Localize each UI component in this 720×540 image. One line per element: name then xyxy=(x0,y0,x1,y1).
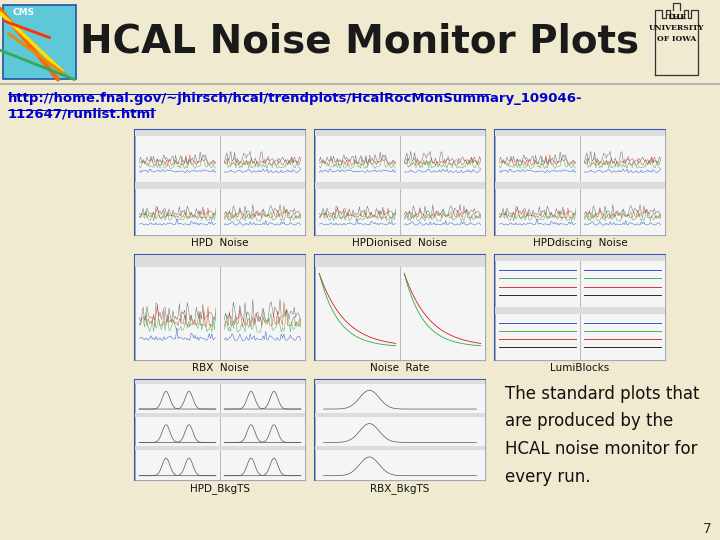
Bar xyxy=(315,255,400,267)
Bar xyxy=(315,447,485,480)
Text: The standard plots that
are produced by the
HCAL noise monitor for
every run.: The standard plots that are produced by … xyxy=(505,384,700,486)
Bar xyxy=(135,130,305,235)
Bar xyxy=(220,447,305,450)
Bar xyxy=(315,413,485,447)
Bar xyxy=(220,380,305,413)
Bar xyxy=(495,307,580,360)
Text: HCAL Noise Monitor Plots: HCAL Noise Monitor Plots xyxy=(81,23,639,61)
Bar xyxy=(220,182,305,235)
Text: LumiBlocks: LumiBlocks xyxy=(550,363,610,373)
Bar xyxy=(400,182,485,235)
FancyBboxPatch shape xyxy=(4,5,76,79)
Bar xyxy=(135,182,220,235)
Bar xyxy=(315,380,485,480)
Bar xyxy=(135,380,220,413)
Text: http://home.fnal.gov/~jhirsch/hcal/trendplots/HcalRocMonSummary_109046-: http://home.fnal.gov/~jhirsch/hcal/trend… xyxy=(8,92,582,105)
Bar xyxy=(315,380,485,413)
Text: HPD_BkgTS: HPD_BkgTS xyxy=(190,483,250,494)
Bar xyxy=(315,447,485,450)
Bar xyxy=(495,255,580,307)
Bar xyxy=(495,130,665,235)
Text: HPDionised  Noise: HPDionised Noise xyxy=(353,238,448,248)
Bar xyxy=(495,130,580,136)
Text: THE: THE xyxy=(667,13,687,21)
Bar xyxy=(315,130,485,235)
Bar xyxy=(220,255,305,360)
Bar xyxy=(400,182,485,188)
Bar xyxy=(495,182,580,235)
Bar xyxy=(495,182,580,188)
Bar xyxy=(135,255,220,360)
Bar xyxy=(135,182,220,188)
Bar xyxy=(135,413,220,447)
Bar xyxy=(220,447,305,480)
Bar xyxy=(495,255,665,360)
Bar xyxy=(315,255,400,360)
Bar xyxy=(400,130,485,182)
Bar xyxy=(580,307,665,314)
Bar xyxy=(135,413,220,417)
Bar xyxy=(580,307,665,360)
Bar xyxy=(495,130,580,182)
Bar xyxy=(315,182,400,235)
Text: CMS: CMS xyxy=(12,8,35,17)
Bar xyxy=(135,380,305,480)
Bar xyxy=(315,182,400,188)
Bar xyxy=(220,413,305,417)
Bar xyxy=(580,130,665,182)
Bar xyxy=(495,255,580,261)
Text: HPDdiscing  Noise: HPDdiscing Noise xyxy=(533,238,627,248)
Text: 112647/runlist.html: 112647/runlist.html xyxy=(8,107,156,121)
Bar xyxy=(135,255,305,360)
Text: RBX_BkgTS: RBX_BkgTS xyxy=(370,483,430,494)
Text: OF IOWA: OF IOWA xyxy=(657,35,696,43)
Bar xyxy=(580,255,665,307)
Bar xyxy=(220,413,305,447)
Bar xyxy=(135,130,220,136)
Bar xyxy=(135,255,220,267)
Text: RBX  Noise: RBX Noise xyxy=(192,363,248,373)
Bar xyxy=(220,130,305,182)
Bar xyxy=(135,447,220,450)
Bar xyxy=(315,130,400,182)
Bar xyxy=(580,130,665,136)
Bar xyxy=(400,255,485,360)
Text: Noise  Rate: Noise Rate xyxy=(370,363,430,373)
Bar xyxy=(220,380,305,384)
Bar xyxy=(220,130,305,136)
Text: 7: 7 xyxy=(703,522,712,536)
Bar xyxy=(580,182,665,235)
Bar xyxy=(315,380,485,384)
Bar xyxy=(495,307,580,314)
Bar xyxy=(135,447,220,480)
Bar xyxy=(135,380,220,384)
Bar xyxy=(220,255,305,267)
Bar xyxy=(315,413,485,417)
Bar xyxy=(135,130,220,182)
Text: HPD  Noise: HPD Noise xyxy=(192,238,248,248)
Bar xyxy=(400,130,485,136)
Bar xyxy=(220,182,305,188)
Bar xyxy=(580,182,665,188)
Bar xyxy=(315,255,485,360)
Bar xyxy=(580,255,665,261)
Bar xyxy=(315,130,400,136)
Text: UNIVERSITY: UNIVERSITY xyxy=(649,24,705,32)
Bar xyxy=(400,255,485,267)
